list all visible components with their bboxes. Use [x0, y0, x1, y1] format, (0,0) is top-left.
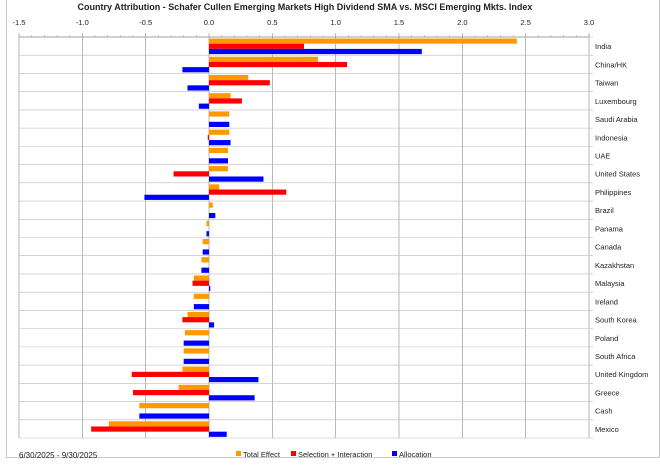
x-tick-label: -1.0 — [76, 18, 89, 27]
legend-label: Total Effect — [243, 450, 281, 459]
bar-allocation-united-kingdom — [209, 376, 259, 383]
bar-selection-interaction-greece — [133, 390, 209, 396]
category-label: Indonesia — [595, 133, 628, 142]
x-tick-label: -1.5 — [13, 18, 26, 27]
category-label: Ireland — [595, 297, 618, 306]
category-label: Taiwan — [595, 79, 618, 88]
bar-total-effect-luxembourg — [209, 93, 231, 99]
category-label: Philippines — [595, 188, 632, 197]
bar-selection-interaction-philippines — [209, 189, 287, 195]
bar-allocation-taiwan — [187, 85, 209, 91]
bar-selection-interaction-united-states — [173, 171, 209, 177]
bar-allocation-indonesia — [209, 140, 231, 146]
category-label: United States — [595, 170, 640, 179]
bar-total-effect-cash — [139, 403, 209, 409]
bar-selection-interaction-indonesia — [207, 134, 209, 141]
x-tick-label: 0.5 — [267, 18, 277, 27]
category-label: China/HK — [595, 60, 627, 69]
category-label: Mexico — [595, 425, 619, 434]
category-label: UAE — [595, 151, 610, 160]
bar-total-effect-united-kingdom — [182, 366, 209, 372]
bar-allocation-uae — [209, 158, 228, 164]
bar-total-effect-china-hk — [209, 56, 318, 62]
bar-total-effect-panama — [206, 220, 209, 226]
x-tick-label: 1.5 — [394, 18, 404, 27]
bar-allocation-malaysia — [209, 285, 211, 292]
bar-allocation-china-hk — [182, 67, 209, 73]
x-tick-label: 1.0 — [330, 18, 340, 27]
bar-total-effect-saudi-arabia — [209, 111, 230, 117]
category-label: Poland — [595, 334, 618, 343]
bar-selection-interaction-mexico — [91, 426, 209, 432]
category-label: Canada — [595, 243, 622, 252]
bar-total-effect-kazakhstan — [201, 257, 209, 263]
bar-total-effect-canada — [202, 239, 209, 245]
category-label: South Korea — [595, 316, 638, 325]
bar-selection-interaction-south-korea — [182, 317, 209, 323]
bar-allocation-greece — [209, 395, 255, 401]
category-label: Cash — [595, 407, 613, 416]
category-label: United Kingdom — [595, 370, 648, 379]
bar-total-effect-taiwan — [209, 74, 249, 81]
bar-total-effect-mexico — [108, 421, 209, 427]
category-label: Brazil — [595, 206, 614, 215]
bar-allocation-mexico — [209, 431, 227, 437]
bar-total-effect-indonesia — [209, 129, 230, 135]
bar-selection-interaction-india — [209, 43, 304, 49]
bar-allocation-cash — [139, 413, 209, 419]
x-tick-label: 3.0 — [584, 18, 594, 27]
bar-selection-interaction-china-hk — [209, 61, 348, 68]
category-label: South Africa — [595, 352, 636, 361]
category-label: Malaysia — [595, 279, 625, 288]
x-tick-label: 0.0 — [204, 18, 214, 27]
bar-total-effect-poland — [184, 330, 209, 336]
legend-swatch — [236, 451, 241, 456]
bar-total-effect-south-korea — [187, 311, 209, 318]
bar-selection-interaction-taiwan — [209, 80, 270, 86]
bar-total-effect-malaysia — [193, 275, 209, 281]
category-label: Luxembourg — [595, 97, 637, 106]
bar-allocation-philippines — [144, 194, 209, 200]
x-tick-label: -0.5 — [139, 18, 152, 27]
bar-allocation-india — [209, 48, 422, 55]
category-label: Kazakhstan — [595, 261, 634, 270]
bar-allocation-saudi-arabia — [209, 121, 230, 128]
bar-total-effect-india — [209, 38, 517, 44]
bar-allocation-luxembourg — [198, 103, 209, 109]
category-label: India — [595, 42, 612, 51]
x-tick-label: 2.5 — [520, 18, 530, 27]
category-label: Greece — [595, 388, 620, 397]
date-range: 6/30/2025 - 9/30/2025 — [19, 451, 98, 460]
bar-total-effect-uae — [209, 147, 228, 154]
category-label: Panama — [595, 224, 624, 233]
bar-allocation-south-africa — [183, 358, 209, 364]
bar-total-effect-ireland — [193, 293, 209, 299]
bar-allocation-canada — [202, 249, 209, 255]
bar-total-effect-greece — [178, 384, 209, 391]
bar-allocation-united-states — [209, 176, 264, 182]
legend-label: Allocation — [399, 450, 432, 459]
legend-swatch — [392, 451, 397, 456]
bar-selection-interaction-malaysia — [192, 280, 209, 286]
bar-allocation-panama — [206, 231, 209, 237]
bar-allocation-poland — [183, 340, 209, 346]
bar-allocation-kazakhstan — [201, 267, 209, 273]
legend-swatch — [291, 451, 296, 456]
bar-allocation-brazil — [209, 212, 216, 219]
bar-selection-interaction-united-kingdom — [131, 371, 209, 377]
bar-selection-interaction-luxembourg — [209, 98, 242, 104]
bar-allocation-ireland — [193, 304, 209, 310]
category-label: Saudi Arabia — [595, 115, 638, 124]
bar-total-effect-brazil — [209, 202, 213, 208]
bar-allocation-south-korea — [209, 322, 215, 328]
bar-total-effect-philippines — [209, 184, 220, 190]
chart-title: Country Attribution - Schafer Cullen Eme… — [78, 2, 533, 12]
bar-total-effect-south-africa — [183, 348, 209, 354]
x-tick-label: 2.0 — [457, 18, 467, 27]
legend-label: Selection + Interaction — [298, 450, 372, 459]
bar-total-effect-united-states — [209, 166, 228, 172]
